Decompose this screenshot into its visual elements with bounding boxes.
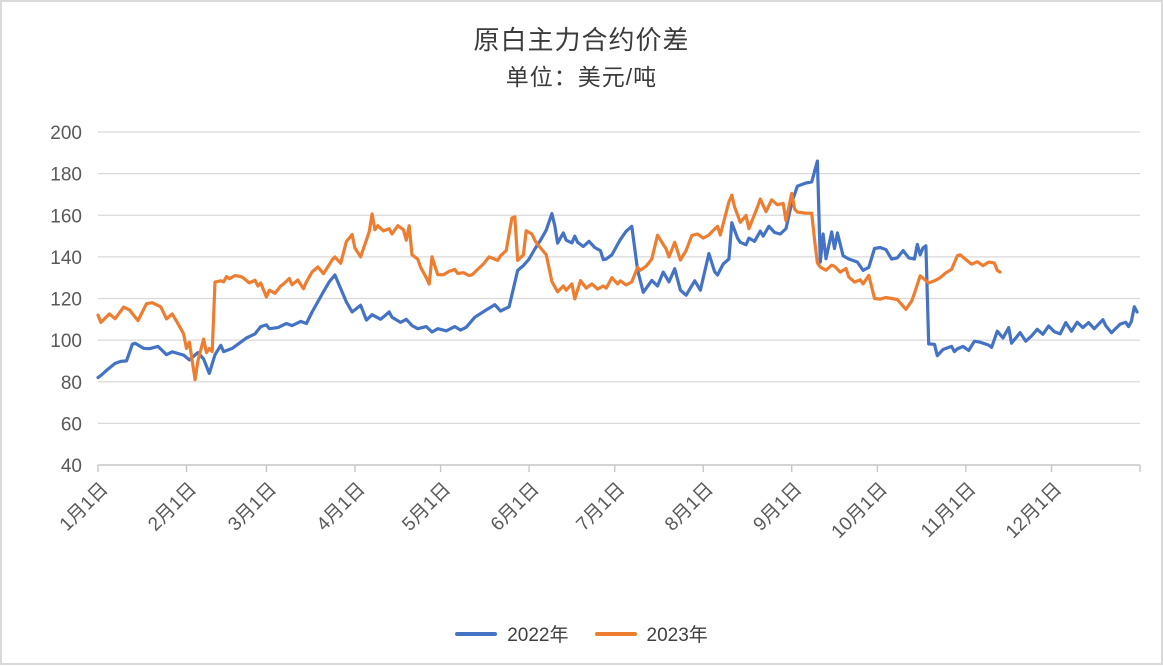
svg-text:7月1日: 7月1日 <box>573 479 630 536</box>
svg-text:1月1日: 1月1日 <box>56 479 113 536</box>
legend-label-2023: 2023年 <box>646 625 708 646</box>
svg-text:100: 100 <box>50 331 82 352</box>
svg-text:3月1日: 3月1日 <box>224 479 281 536</box>
svg-text:12月1日: 12月1日 <box>1002 479 1066 543</box>
legend-swatch-2022-line <box>455 631 498 636</box>
svg-text:80: 80 <box>61 373 82 394</box>
legend-label-2022: 2022年 <box>507 625 569 646</box>
chart-subtitle: 单位：美元/吨 <box>505 64 658 90</box>
legend-item-2023: 2023年 <box>594 620 708 647</box>
svg-text:160: 160 <box>50 206 82 227</box>
svg-text:10月1日: 10月1日 <box>828 479 892 543</box>
legend-swatch-2023-line <box>594 631 637 636</box>
svg-text:180: 180 <box>50 165 82 186</box>
svg-text:5月1日: 5月1日 <box>398 479 455 536</box>
svg-text:6月1日: 6月1日 <box>487 479 544 536</box>
svg-text:11月1日: 11月1日 <box>917 479 980 542</box>
svg-text:40: 40 <box>61 456 82 477</box>
svg-text:4月1日: 4月1日 <box>313 479 370 536</box>
legend: 2022年 2023年 <box>2 620 1161 647</box>
svg-text:140: 140 <box>50 248 82 269</box>
svg-text:200: 200 <box>50 123 82 144</box>
svg-text:9月1日: 9月1日 <box>750 479 807 536</box>
legend-item-2022: 2022年 <box>455 620 569 647</box>
svg-text:8月1日: 8月1日 <box>661 479 718 536</box>
svg-text:60: 60 <box>61 414 82 435</box>
svg-text:120: 120 <box>50 290 82 311</box>
chart-title: 原白主力合约价差 <box>473 25 690 55</box>
svg-text:2月1日: 2月1日 <box>144 479 201 536</box>
